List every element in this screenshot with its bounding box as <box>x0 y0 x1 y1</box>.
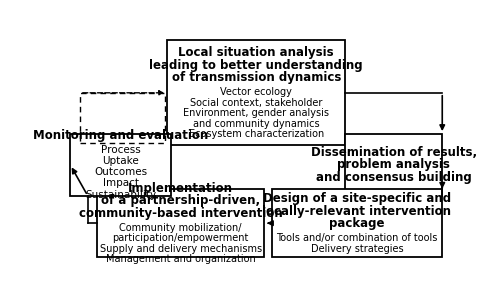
Text: Impact: Impact <box>102 178 139 188</box>
Text: problem analysis: problem analysis <box>338 159 450 171</box>
Text: Sustainability: Sustainability <box>85 190 156 200</box>
Bar <box>98 189 264 257</box>
Text: Social context, stakeholder: Social context, stakeholder <box>190 98 322 108</box>
Text: of a partnership-driven,: of a partnership-driven, <box>101 194 260 207</box>
Text: Management and organization: Management and organization <box>106 254 256 264</box>
Bar <box>346 134 442 196</box>
Bar <box>80 93 165 143</box>
Text: Monitoring and evaluation: Monitoring and evaluation <box>33 129 208 142</box>
Text: Vector ecology: Vector ecology <box>220 87 292 97</box>
Text: Local situation analysis: Local situation analysis <box>178 46 334 59</box>
Text: Environment, gender analysis: Environment, gender analysis <box>183 108 329 118</box>
Text: locally-relevant intervention: locally-relevant intervention <box>262 205 452 218</box>
Text: Process: Process <box>101 145 140 155</box>
Text: leading to better understanding: leading to better understanding <box>150 59 363 72</box>
Text: Delivery strategies: Delivery strategies <box>310 244 404 254</box>
Text: community-based intervention: community-based intervention <box>79 207 282 220</box>
Bar <box>272 189 442 257</box>
Text: Uptake: Uptake <box>102 156 139 166</box>
Text: Outcomes: Outcomes <box>94 167 147 177</box>
Text: Dissemination of results,: Dissemination of results, <box>311 146 477 159</box>
Text: Design of a site-specific and: Design of a site-specific and <box>263 192 451 205</box>
Bar <box>167 40 346 146</box>
Text: Supply and delivery mechanisms: Supply and delivery mechanisms <box>100 244 262 254</box>
Text: Implementation: Implementation <box>128 181 233 195</box>
Text: participation/empowerment: participation/empowerment <box>112 233 249 243</box>
Text: Ecosystem characterization: Ecosystem characterization <box>188 129 324 139</box>
Text: Tools and/or combination of tools: Tools and/or combination of tools <box>276 233 438 243</box>
Text: of transmission dynamics: of transmission dynamics <box>172 71 341 84</box>
Text: and consensus building: and consensus building <box>316 171 472 184</box>
Text: Community mobilization/: Community mobilization/ <box>120 223 242 233</box>
Text: package: package <box>329 217 385 230</box>
Bar <box>70 134 171 196</box>
Text: and community dynamics: and community dynamics <box>193 119 320 129</box>
